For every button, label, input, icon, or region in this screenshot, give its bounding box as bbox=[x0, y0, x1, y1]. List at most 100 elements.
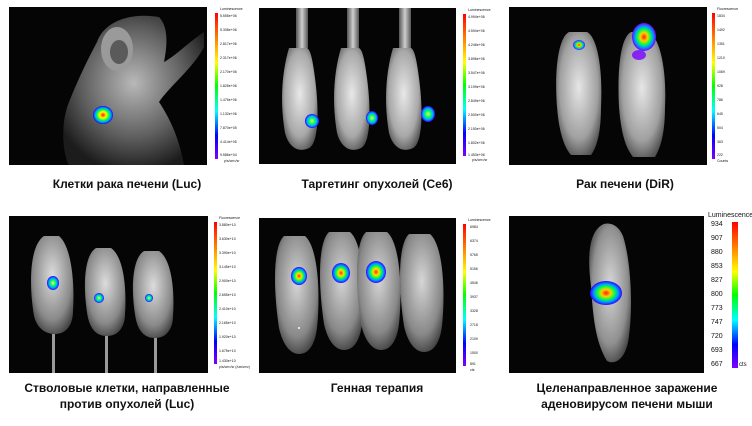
scale-unit: cts bbox=[470, 368, 475, 372]
scale-tick: 1.453e+06 bbox=[468, 153, 485, 157]
scale-title: Luminescence bbox=[468, 218, 491, 222]
scale-tick: 786 bbox=[717, 98, 723, 102]
scale-tick: 3.145e+10 bbox=[219, 265, 236, 269]
scale-gradient bbox=[712, 13, 715, 159]
scale-tick: 222 bbox=[717, 153, 723, 157]
scale-tick: 2.500e+06 bbox=[468, 113, 485, 117]
scale-tick: 5.555e+06 bbox=[220, 14, 237, 18]
scale-tick: 5765 bbox=[470, 253, 478, 257]
scale-tick: 1210 bbox=[717, 56, 725, 60]
scale-tick: 827 bbox=[711, 277, 723, 284]
scale-tick: 1834 bbox=[717, 14, 725, 18]
scale-gradient bbox=[215, 13, 218, 159]
scale-tick: 2.150e+06 bbox=[468, 127, 485, 131]
scale-tick: 6374 bbox=[470, 239, 478, 243]
scale-title: Luminescence bbox=[708, 212, 752, 219]
scale-tick: 2.165e+10 bbox=[219, 321, 236, 325]
color-scale-bar: Fluorescence 3.880e+10 3.630e+10 3.390e+… bbox=[213, 216, 250, 373]
scale-tick: 853 bbox=[711, 263, 723, 270]
scale-tick: 928 bbox=[717, 84, 723, 88]
scale-gradient bbox=[463, 224, 466, 366]
panel-caption: Таргетинг опухолей (Ce6) bbox=[301, 177, 453, 191]
panel-caption: Стволовые клетки, направленные против оп… bbox=[24, 381, 230, 411]
color-scale-bar: Fluorescence 1834 1492 1351 1210 1069 92… bbox=[711, 7, 741, 165]
scale-unit: p/s/cm²/sr (/uw/cm²) bbox=[219, 365, 250, 369]
panel-caption: Генная терапия bbox=[330, 381, 424, 395]
scale-tick: 2.900e+10 bbox=[219, 279, 236, 283]
scale-tick: 3.630e+10 bbox=[219, 237, 236, 241]
scale-tick: 1492 bbox=[717, 28, 725, 32]
scale-tick: 3.390e+10 bbox=[219, 251, 236, 255]
scale-tick: 1.476e+06 bbox=[220, 98, 237, 102]
panel-caption: Рак печени (DiR) bbox=[576, 177, 674, 191]
scale-tick: 5156 bbox=[470, 267, 478, 271]
scale-tick: 667 bbox=[711, 361, 723, 368]
scale-title: Fluorescence bbox=[219, 216, 241, 220]
scale-title: Luminescence bbox=[220, 7, 243, 11]
scale-tick: 504 bbox=[717, 126, 723, 130]
color-scale-bar: Luminescence 4.994e+06 4.594e+06 4.246e+… bbox=[462, 8, 492, 164]
scale-tick: 4.994e+06 bbox=[468, 15, 485, 19]
scale-tick: 3.896e+06 bbox=[468, 57, 485, 61]
scale-tick: 1500 bbox=[470, 351, 478, 355]
fluorescence-image-mice bbox=[259, 8, 456, 164]
scale-unit: p/s/cm²/sr bbox=[472, 158, 488, 162]
scale-unit: Counts bbox=[717, 159, 729, 163]
scale-unit: p/s/cm²/sr bbox=[224, 159, 240, 163]
panel-caption: Клетки рака печени (Luc) bbox=[52, 177, 202, 191]
scale-tick: 1.802e+06 bbox=[468, 141, 485, 145]
scale-tick: 645 bbox=[717, 112, 723, 116]
scale-tick: 1.675e+10 bbox=[219, 349, 236, 353]
scale-title: Fluorescence bbox=[717, 7, 739, 11]
scale-tick: 2.317e+06 bbox=[220, 56, 237, 60]
scale-tick: 9.586e+04 bbox=[220, 153, 237, 157]
scale-tick: 2.849e+06 bbox=[468, 99, 485, 103]
scale-gradient bbox=[214, 222, 217, 364]
scale-tick: 3.547e+06 bbox=[468, 71, 485, 75]
scale-tick: 4546 bbox=[470, 281, 478, 285]
scale-tick: 3328 bbox=[470, 309, 478, 313]
scale-tick: 693 bbox=[711, 347, 723, 354]
scale-tick: 1351 bbox=[717, 42, 725, 46]
scale-tick: 4.246e+06 bbox=[468, 43, 485, 47]
bioluminescence-image-rats bbox=[9, 216, 208, 373]
scale-tick: 934 bbox=[711, 221, 723, 228]
scale-tick: 2.170e+06 bbox=[220, 70, 237, 74]
color-scale-bar: Luminescence 934 907 880 853 827 800 773… bbox=[708, 212, 752, 374]
scale-tick: 891 bbox=[470, 362, 476, 366]
scale-tick: 800 bbox=[711, 291, 723, 298]
bioluminescence-image-mice bbox=[259, 218, 456, 373]
scale-tick: 4.414e+05 bbox=[220, 140, 237, 144]
panel-caption: Целенаправленное заражение аденовирусом … bbox=[536, 381, 718, 411]
scale-gradient bbox=[732, 222, 738, 368]
scale-unit: cts bbox=[739, 362, 747, 368]
scale-tick: 2109 bbox=[470, 337, 478, 341]
scale-tick: 1.825e+06 bbox=[220, 84, 237, 88]
scale-tick: 363 bbox=[717, 140, 723, 144]
scale-tick: 1.430e+10 bbox=[219, 359, 236, 363]
color-scale-bar: Luminescence 6984 6374 5765 5156 4546 39… bbox=[462, 218, 492, 373]
scale-tick: 2.655e+10 bbox=[219, 293, 236, 297]
scale-tick: 2.817e+06 bbox=[220, 42, 237, 46]
scale-title: Luminescence bbox=[468, 8, 491, 12]
scale-tick: 907 bbox=[711, 235, 723, 242]
scale-tick: 1.132e+06 bbox=[220, 112, 237, 116]
scale-tick: 5.308e+06 bbox=[220, 28, 237, 32]
scale-tick: 1069 bbox=[717, 70, 725, 74]
color-scale-bar: Luminescence 5.555e+06 5.308e+06 2.817e+… bbox=[214, 7, 244, 165]
scale-tick: 1.920e+10 bbox=[219, 335, 236, 339]
scale-tick: 3.199e+06 bbox=[468, 85, 485, 89]
scale-tick: 3.880e+10 bbox=[219, 223, 236, 227]
scale-tick: 3937 bbox=[470, 295, 478, 299]
scale-tick: 2.410e+10 bbox=[219, 307, 236, 311]
scale-tick: 7.870e+05 bbox=[220, 126, 237, 130]
scale-gradient bbox=[463, 14, 466, 156]
bioluminescence-image-mouse bbox=[509, 216, 704, 373]
scale-tick: 2718 bbox=[470, 323, 478, 327]
bioluminescence-image-monkey bbox=[9, 7, 207, 165]
scale-tick: 747 bbox=[711, 319, 723, 326]
scale-tick: 6984 bbox=[470, 225, 478, 229]
scale-tick: 773 bbox=[711, 305, 723, 312]
fluorescence-image-mice bbox=[509, 7, 707, 165]
scale-tick: 880 bbox=[711, 249, 723, 256]
